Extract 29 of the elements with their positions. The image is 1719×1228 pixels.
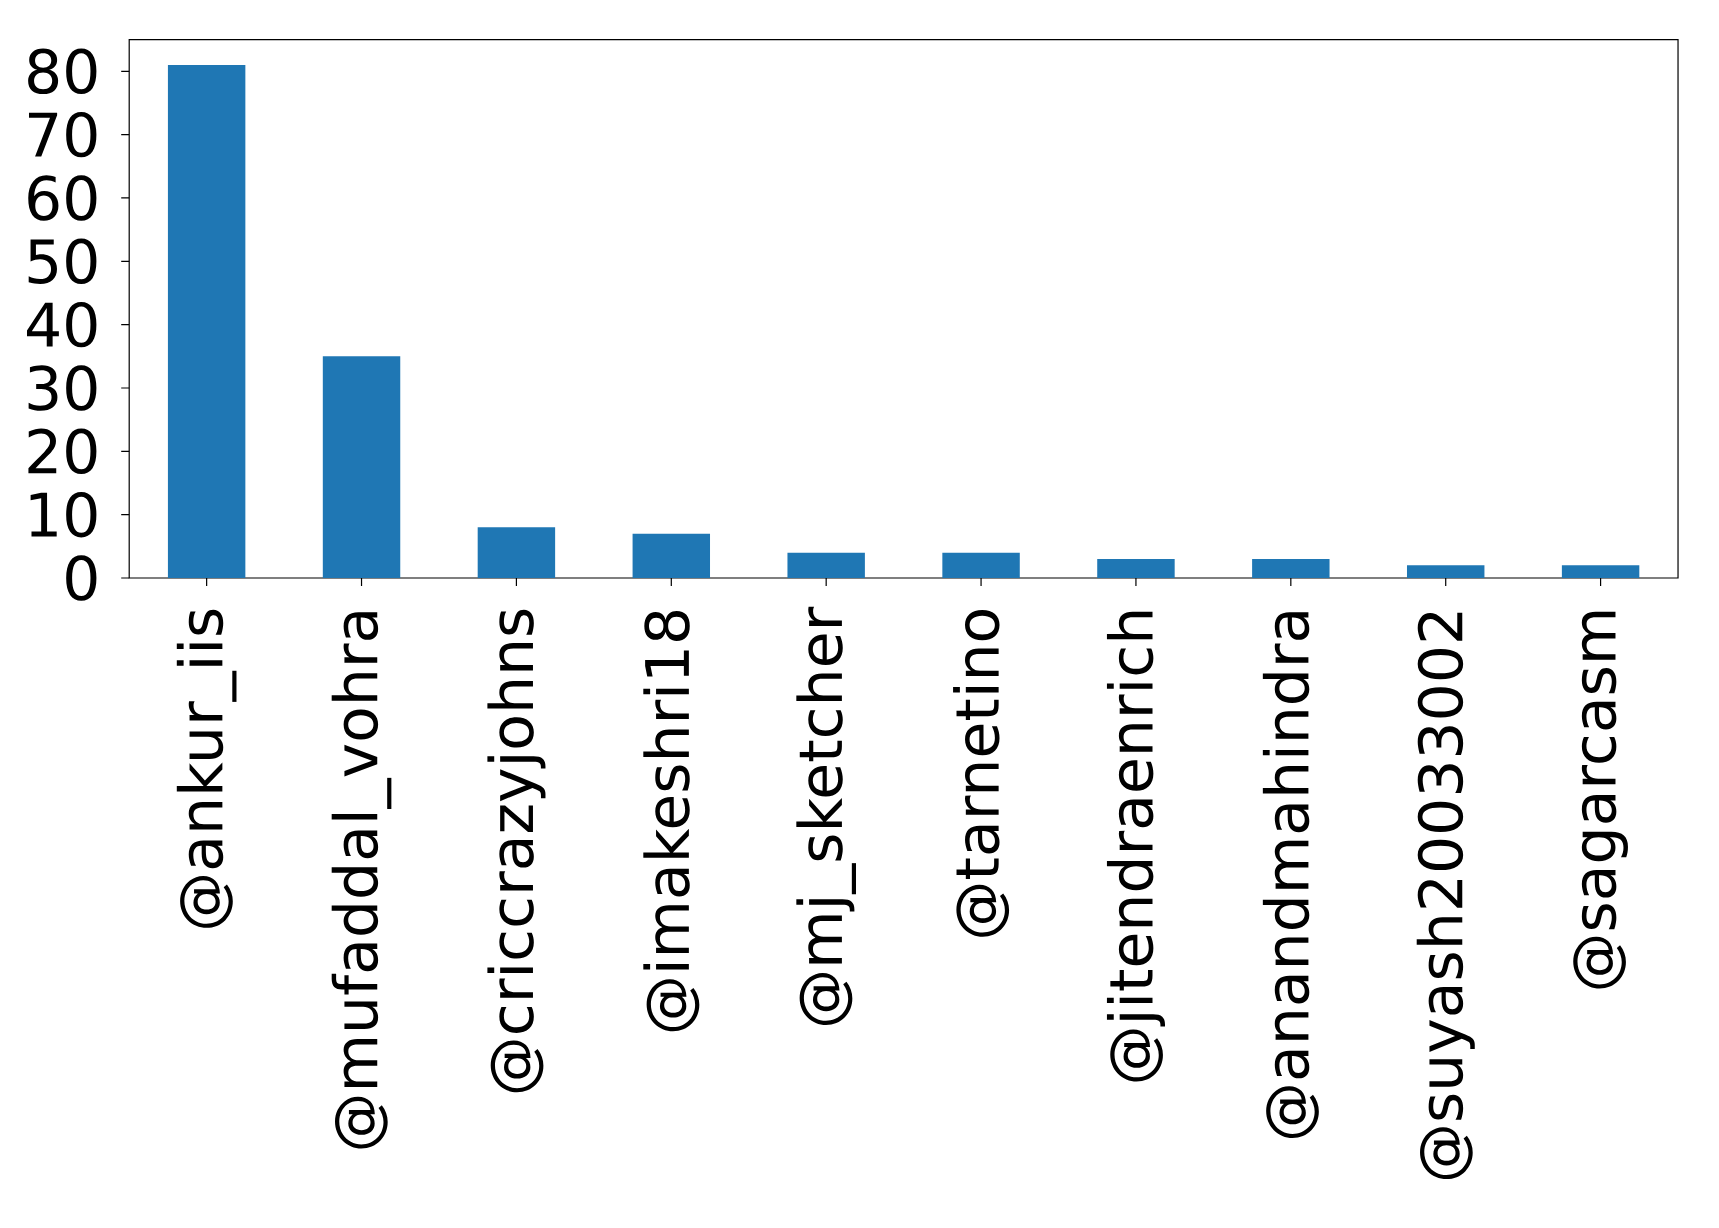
bar	[632, 533, 711, 578]
x-tick-label: @ankur_iis	[176, 609, 237, 928]
bar	[322, 356, 401, 578]
bar	[1097, 559, 1175, 578]
bar	[477, 527, 556, 578]
bar	[787, 552, 865, 578]
x-tick-label: @mufaddal_vohra	[331, 612, 392, 1149]
x-tick-label: @anandmahindra	[1262, 612, 1319, 1138]
x-tick-label: @criccrazyjohns	[487, 609, 546, 1093]
x-tick-label: @suyash20033002	[1416, 612, 1475, 1180]
y-tick-label: 80	[28, 48, 97, 95]
y-tick-label: 0	[66, 555, 97, 601]
x-tick-label: @jitendraenrich	[1106, 611, 1165, 1082]
y-tick-label: 10	[30, 491, 97, 538]
bar	[1252, 559, 1330, 578]
y-tick-label: 40	[26, 301, 97, 348]
y-tick-label: 50	[28, 238, 97, 285]
bar	[1406, 565, 1485, 578]
x-tick-label: @sagarcasm	[1573, 611, 1628, 989]
y-tick-label: 70	[28, 111, 97, 158]
x-tick-label: @mj_sketcher	[796, 606, 857, 1025]
y-tick-label: 30	[28, 365, 97, 411]
x-tick-label: @imakeshri18	[643, 610, 700, 1032]
x-tick-label: @tarnetino	[953, 610, 1010, 937]
bar	[1561, 565, 1640, 578]
bar	[167, 64, 246, 578]
bar	[942, 552, 1020, 578]
y-tick-label: 60	[28, 175, 97, 221]
y-tick-label: 20	[28, 428, 97, 475]
